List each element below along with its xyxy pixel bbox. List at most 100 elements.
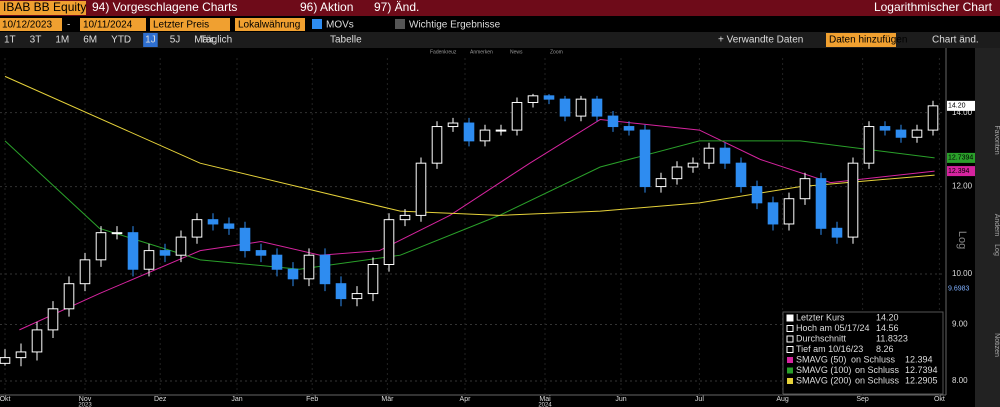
period[interactable]: Max. bbox=[194, 35, 216, 46]
candle-body bbox=[671, 166, 683, 180]
candle-body bbox=[879, 126, 891, 131]
add-data: Daten hinzufügen bbox=[829, 35, 907, 46]
tool-group: Fadenkreuz Anmerken News Zoom bbox=[430, 49, 563, 55]
menu-item[interactable]: 96) Aktion bbox=[300, 0, 353, 14]
candle-body bbox=[223, 223, 235, 229]
checkbox[interactable] bbox=[312, 19, 322, 29]
legend-swatch bbox=[787, 357, 793, 363]
candle-body bbox=[127, 232, 139, 270]
x-tick-label: Jan bbox=[231, 396, 242, 403]
y-tick-label: 10.00 bbox=[952, 269, 973, 278]
date-box[interactable] bbox=[0, 18, 62, 31]
legend-label: SMAVG (50) bbox=[796, 354, 846, 364]
moving-average bbox=[4, 75, 935, 216]
period[interactable]: YTD bbox=[111, 35, 131, 46]
add-data-box[interactable] bbox=[826, 33, 896, 47]
legend-value: 12.2905 bbox=[905, 375, 938, 385]
legend-label: Hoch am 05/17/24 bbox=[796, 323, 870, 333]
candle-body bbox=[687, 162, 699, 168]
value-tag-label: 9.6983 bbox=[948, 286, 970, 293]
legend-value: 12.394 bbox=[905, 354, 933, 364]
tool[interactable]: News bbox=[510, 49, 523, 55]
period[interactable]: 1J bbox=[145, 35, 156, 46]
candle-body bbox=[143, 250, 155, 270]
legend-basis: on Schluss bbox=[851, 354, 896, 364]
candle-body bbox=[623, 126, 635, 131]
x-tick-label: Feb bbox=[306, 396, 318, 403]
period[interactable]: 6M bbox=[83, 35, 97, 46]
candle-body bbox=[831, 227, 843, 238]
candle-body bbox=[175, 236, 187, 256]
candle-body bbox=[431, 126, 443, 164]
security: IBAB BB Equity bbox=[3, 0, 86, 14]
candle-body bbox=[511, 101, 523, 131]
date-box[interactable] bbox=[80, 18, 146, 31]
table[interactable]: Tabelle bbox=[330, 35, 362, 46]
x-tick-label: Dez bbox=[154, 396, 167, 403]
legend-swatch bbox=[787, 367, 793, 374]
period[interactable]: 1M bbox=[55, 35, 69, 46]
side-label[interactable]: Notizen bbox=[993, 333, 1000, 357]
period[interactable]: 3T bbox=[30, 35, 42, 46]
candle-body bbox=[319, 254, 331, 285]
value-tag bbox=[947, 166, 975, 177]
period[interactable]: 5J bbox=[170, 35, 181, 46]
candle-body bbox=[159, 250, 171, 256]
candle-body bbox=[927, 105, 939, 131]
legend-label: Durchschnitt bbox=[796, 333, 847, 343]
chart-mode: Logarithmischer Chart bbox=[874, 0, 993, 14]
y-tick-label: 9.00 bbox=[952, 320, 968, 329]
candle-body bbox=[495, 129, 507, 132]
checkbox[interactable] bbox=[395, 19, 405, 29]
legend-value: 12.7394 bbox=[905, 365, 938, 375]
start-date: 10/12/2023 bbox=[2, 20, 52, 31]
legend-icon bbox=[786, 314, 794, 322]
frequency[interactable]: Täglich bbox=[200, 35, 232, 46]
price-box[interactable] bbox=[150, 18, 230, 31]
candle-body bbox=[527, 95, 539, 103]
related[interactable]: + Verwandte Daten bbox=[718, 35, 803, 46]
candle-body bbox=[847, 162, 859, 238]
candle-body bbox=[0, 357, 11, 364]
tool[interactable]: Fadenkreuz bbox=[430, 49, 457, 55]
candle-body bbox=[415, 162, 427, 216]
candle-body bbox=[47, 308, 59, 331]
candle-body bbox=[191, 219, 203, 238]
security-box[interactable] bbox=[0, 1, 86, 15]
x-tick-label: Sep bbox=[856, 396, 869, 403]
candle-body bbox=[575, 98, 587, 117]
value-tag bbox=[947, 100, 975, 111]
x-tick-label: Aug bbox=[776, 396, 789, 403]
period[interactable]: 1T bbox=[4, 35, 16, 46]
x-tick-label: Okt bbox=[934, 396, 945, 403]
side-label[interactable]: Ändern bbox=[993, 214, 1000, 237]
candle-body bbox=[767, 202, 779, 225]
candle-body bbox=[15, 351, 27, 359]
candle-body bbox=[111, 232, 123, 235]
legend-box bbox=[782, 311, 944, 395]
change-chart[interactable]: Chart änd. bbox=[932, 35, 979, 46]
candle-body bbox=[815, 178, 827, 229]
value-tag-label: 12.394 bbox=[948, 168, 970, 175]
menu-item[interactable]: 94) Vorgeschlagene Charts bbox=[92, 0, 237, 14]
x-tick-label: Mai bbox=[539, 396, 551, 403]
candle-body bbox=[239, 227, 251, 252]
side-label[interactable]: Log bbox=[993, 244, 1000, 256]
tool[interactable]: Anmerken bbox=[470, 49, 493, 55]
candle-body bbox=[799, 178, 811, 200]
candle-body bbox=[271, 254, 283, 270]
currency-box[interactable] bbox=[235, 18, 305, 31]
candle-body bbox=[367, 264, 379, 295]
year-label: 2024 bbox=[538, 403, 552, 407]
candle-body bbox=[911, 129, 923, 138]
tool[interactable]: Zoom bbox=[550, 49, 563, 55]
candle-body bbox=[31, 329, 43, 353]
side-label[interactable]: Favoriten bbox=[993, 125, 1000, 154]
legend-label: Tief am 10/16/23 bbox=[796, 344, 863, 354]
candle-body bbox=[335, 283, 347, 300]
toolbar bbox=[0, 32, 1000, 48]
legend-icon bbox=[786, 346, 794, 353]
menu-item[interactable]: 97) Änd. bbox=[374, 0, 419, 14]
log-label: Log bbox=[956, 231, 968, 249]
